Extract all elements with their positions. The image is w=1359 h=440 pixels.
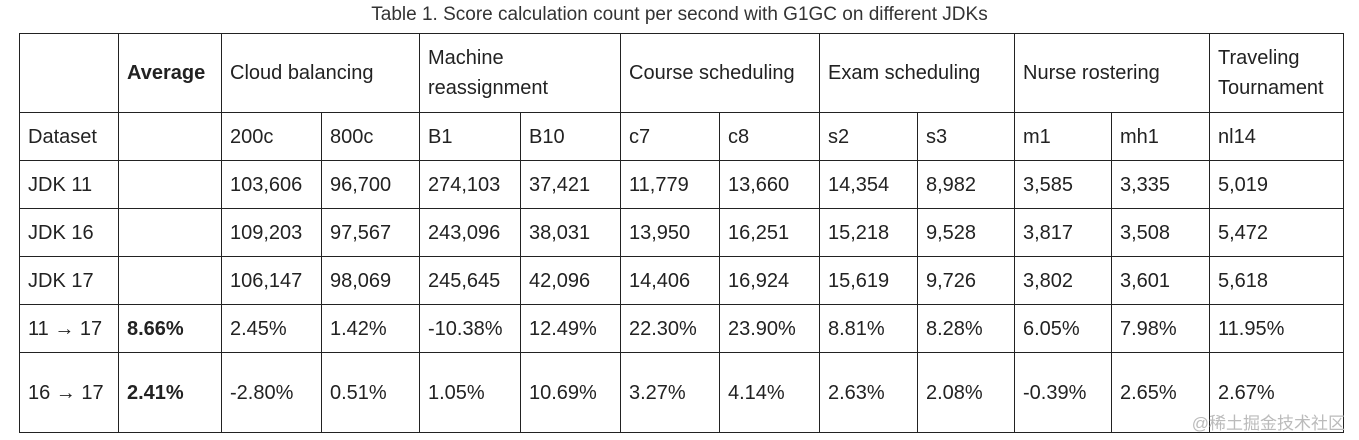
value-cell: 16,924: [719, 256, 820, 305]
value-cell: 10.69%: [520, 352, 621, 433]
average-cell: [118, 256, 222, 305]
value-cell: 1.05%: [419, 352, 521, 433]
value-cell: 4.14%: [719, 352, 820, 433]
score-table: Average Cloud balancing Machine reassignme…: [19, 33, 1344, 433]
dataset-header: s2: [819, 112, 918, 161]
value-cell: 3,335: [1111, 160, 1210, 209]
value-cell: 16,251: [719, 208, 820, 257]
value-cell: 8.81%: [819, 304, 918, 353]
value-cell: 15,218: [819, 208, 918, 257]
dataset-header: 200c: [221, 112, 322, 161]
average-cell: 2.41%: [118, 352, 222, 433]
value-cell: 7.98%: [1111, 304, 1210, 353]
value-cell: 2.65%: [1111, 352, 1210, 433]
value-cell: 1.42%: [321, 304, 420, 353]
value-cell: 96,700: [321, 160, 420, 209]
value-cell: 5,618: [1209, 256, 1344, 305]
table-row: JDK 11 103,606 96,700 274,103 37,421 11,779 13…: [19, 160, 1344, 209]
group-header: Exam scheduling: [819, 33, 1015, 113]
dataset-header: B10: [520, 112, 621, 161]
dataset-header: s3: [917, 112, 1015, 161]
dataset-header: c7: [620, 112, 720, 161]
dataset-header: nl14: [1209, 112, 1344, 161]
watermark: @稀土掘金技术社区: [1191, 414, 1345, 433]
value-cell: 2.45%: [221, 304, 322, 353]
value-cell: -10.38%: [419, 304, 521, 353]
value-cell: 42,096: [520, 256, 621, 305]
table-caption: Table 1. Score calculation count per sec…: [371, 4, 988, 25]
row-header: JDK 11: [19, 160, 119, 209]
value-cell: 14,354: [819, 160, 918, 209]
value-cell: 9,528: [917, 208, 1015, 257]
column-header: Average: [118, 33, 222, 113]
value-cell: 11.95%: [1209, 304, 1344, 353]
value-cell: 106,147: [221, 256, 322, 305]
dataset-header: m1: [1014, 112, 1112, 161]
value-cell: 5,019: [1209, 160, 1344, 209]
value-cell: 2.08%: [917, 352, 1015, 433]
average-cell: 8.66%: [118, 304, 222, 353]
table-row: Average Cloud balancing Machine reassignme…: [19, 33, 1344, 113]
value-cell: 2.67%: [1209, 352, 1344, 433]
value-cell: 103,606: [221, 160, 322, 209]
row-header: JDK 16: [19, 208, 119, 257]
value-cell: 3,601: [1111, 256, 1210, 305]
value-cell: 8.28%: [917, 304, 1015, 353]
value-cell: 38,031: [520, 208, 621, 257]
dataset-header: 800c: [321, 112, 420, 161]
value-cell: 9,726: [917, 256, 1015, 305]
row-header: Dataset: [19, 112, 119, 161]
average-cell: [118, 208, 222, 257]
empty-cell: [19, 33, 119, 113]
row-header: 11 → 17: [19, 304, 119, 353]
value-cell: 243,096: [419, 208, 521, 257]
value-cell: 0.51%: [321, 352, 420, 433]
value-cell: 12.49%: [520, 304, 621, 353]
table-row: JDK 16 109,203 97,567 243,096 38,031 13,950 16…: [19, 208, 1344, 257]
group-header: Nurse rostering: [1014, 33, 1210, 113]
value-cell: 3,802: [1014, 256, 1112, 305]
average-cell: [118, 160, 222, 209]
dataset-header: B1: [419, 112, 521, 161]
row-header: JDK 17: [19, 256, 119, 305]
group-header: Machine reassignment: [419, 33, 621, 113]
dataset-header: mh1: [1111, 112, 1210, 161]
group-header: Course scheduling: [620, 33, 820, 113]
value-cell: 2.63%: [819, 352, 918, 433]
value-cell: 22.30%: [620, 304, 720, 353]
value-cell: 98,069: [321, 256, 420, 305]
value-cell: 15,619: [819, 256, 918, 305]
table-row: JDK 17 106,147 98,069 245,645 42,096 14,406 16…: [19, 256, 1344, 305]
value-cell: 6.05%: [1014, 304, 1112, 353]
row-header: 16 → 17: [19, 352, 119, 433]
value-cell: 37,421: [520, 160, 621, 209]
value-cell: 97,567: [321, 208, 420, 257]
value-cell: 23.90%: [719, 304, 820, 353]
value-cell: 3,508: [1111, 208, 1210, 257]
value-cell: 3,817: [1014, 208, 1112, 257]
value-cell: 3.27%: [620, 352, 720, 433]
group-header: Traveling Tournament: [1209, 33, 1344, 113]
value-cell: 13,950: [620, 208, 720, 257]
value-cell: -2.80%: [221, 352, 322, 433]
value-cell: 11,779: [620, 160, 720, 209]
value-cell: 5,472: [1209, 208, 1344, 257]
dataset-header: c8: [719, 112, 820, 161]
value-cell: 274,103: [419, 160, 521, 209]
table-row: 16 → 17 2.41% -2.80% 0.51% 1.05% 10.69% 3.27% 4…: [19, 352, 1344, 433]
table-row: Dataset 200c 800c B1 B10 c7 c8 s2 s3 m1 mh1 nl14: [19, 112, 1344, 161]
value-cell: 14,406: [620, 256, 720, 305]
value-cell: -0.39%: [1014, 352, 1112, 433]
value-cell: 13,660: [719, 160, 820, 209]
group-header: Cloud balancing: [221, 33, 420, 113]
value-cell: 3,585: [1014, 160, 1112, 209]
table-row: 11 → 17 8.66% 2.45% 1.42% -10.38% 12.49% 22.30…: [19, 304, 1344, 353]
value-cell: 8,982: [917, 160, 1015, 209]
empty-cell: [118, 112, 222, 161]
value-cell: 109,203: [221, 208, 322, 257]
value-cell: 245,645: [419, 256, 521, 305]
